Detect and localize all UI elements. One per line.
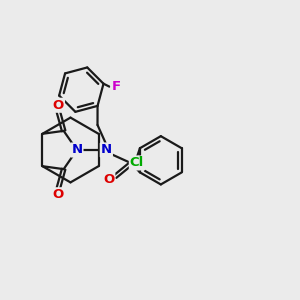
Text: O: O — [53, 99, 64, 112]
Text: O: O — [53, 188, 64, 201]
Text: O: O — [103, 173, 114, 186]
Text: N: N — [101, 143, 112, 157]
Text: Cl: Cl — [130, 157, 144, 169]
Text: N: N — [71, 143, 82, 157]
Text: F: F — [111, 80, 120, 93]
